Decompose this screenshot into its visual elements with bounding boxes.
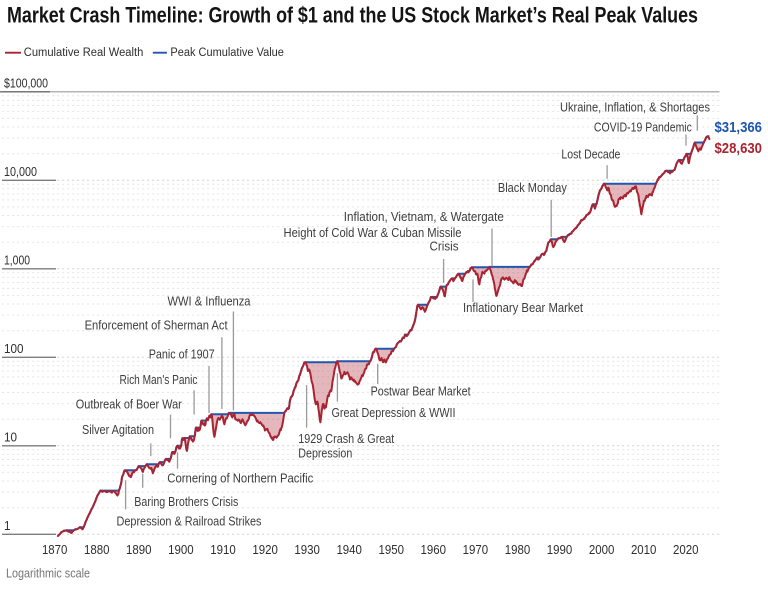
svg-text:COVID-19 Pandemic: COVID-19 Pandemic (594, 120, 692, 135)
svg-text:Inflationary Bear Market: Inflationary Bear Market (463, 300, 583, 315)
svg-text:Peak Cumulative Value: Peak Cumulative Value (170, 47, 284, 59)
svg-text:$28,630: $28,630 (715, 140, 763, 157)
svg-text:Cumulative Real Wealth: Cumulative Real Wealth (24, 47, 144, 59)
svg-text:Ukraine, Inflation, & Shortage: Ukraine, Inflation, & Shortages (560, 100, 710, 115)
svg-text:WWI & Influenza: WWI & Influenza (168, 293, 252, 308)
svg-text:1929 Crash & Great: 1929 Crash & Great (298, 431, 394, 446)
svg-text:Depression: Depression (298, 445, 352, 460)
svg-text:Depression & Railroad Strikes: Depression & Railroad Strikes (117, 513, 262, 528)
svg-text:Market Crash Timeline: Growth: Market Crash Timeline: Growth of $1 and … (7, 3, 698, 28)
svg-text:2000: 2000 (589, 542, 615, 557)
svg-text:Great Depression & WWII: Great Depression & WWII (332, 405, 456, 420)
svg-text:1870: 1870 (42, 542, 68, 557)
svg-text:1990: 1990 (547, 542, 573, 557)
svg-text:1880: 1880 (84, 542, 110, 557)
svg-text:100: 100 (4, 341, 24, 356)
svg-text:Crisis: Crisis (430, 239, 459, 254)
svg-text:1920: 1920 (252, 542, 278, 557)
svg-text:1960: 1960 (421, 542, 447, 557)
svg-text:Postwar Bear Market: Postwar Bear Market (371, 384, 471, 399)
svg-text:1890: 1890 (126, 542, 152, 557)
svg-text:Outbreak of Boer War: Outbreak of Boer War (76, 396, 182, 411)
svg-text:Baring Brothers Crisis: Baring Brothers Crisis (134, 494, 238, 509)
svg-text:1930: 1930 (294, 542, 320, 557)
svg-text:Height of Cold War & Cuban Mis: Height of Cold War & Cuban Missile (284, 225, 462, 240)
svg-text:Black Monday: Black Monday (498, 180, 567, 195)
svg-text:10: 10 (4, 430, 17, 445)
svg-text:2020: 2020 (673, 542, 699, 557)
svg-text:1,000: 1,000 (4, 253, 30, 268)
svg-text:2010: 2010 (631, 542, 657, 557)
svg-text:Cornering of Northern Pacific: Cornering of Northern Pacific (167, 471, 313, 486)
svg-text:$31,366: $31,366 (715, 119, 763, 136)
svg-text:10,000: 10,000 (4, 164, 37, 179)
svg-text:Panic of 1907: Panic of 1907 (149, 346, 215, 361)
svg-text:1950: 1950 (379, 542, 405, 557)
svg-text:1940: 1940 (336, 542, 362, 557)
svg-text:Inflation, Vietnam, & Watergat: Inflation, Vietnam, & Watergate (344, 209, 504, 224)
svg-text:1910: 1910 (210, 542, 236, 557)
svg-text:Enforcement of Sherman Act: Enforcement of Sherman Act (85, 318, 228, 333)
svg-text:Lost Decade: Lost Decade (561, 147, 620, 162)
svg-text:Silver Agitation: Silver Agitation (82, 422, 154, 437)
svg-text:1980: 1980 (505, 542, 531, 557)
svg-text:Logarithmic scale: Logarithmic scale (6, 566, 90, 581)
svg-text:1: 1 (4, 518, 11, 533)
svg-text:1900: 1900 (168, 542, 194, 557)
svg-text:Rich Man's Panic: Rich Man's Panic (120, 372, 198, 387)
svg-text:$100,000: $100,000 (4, 76, 48, 91)
svg-text:1970: 1970 (463, 542, 489, 557)
